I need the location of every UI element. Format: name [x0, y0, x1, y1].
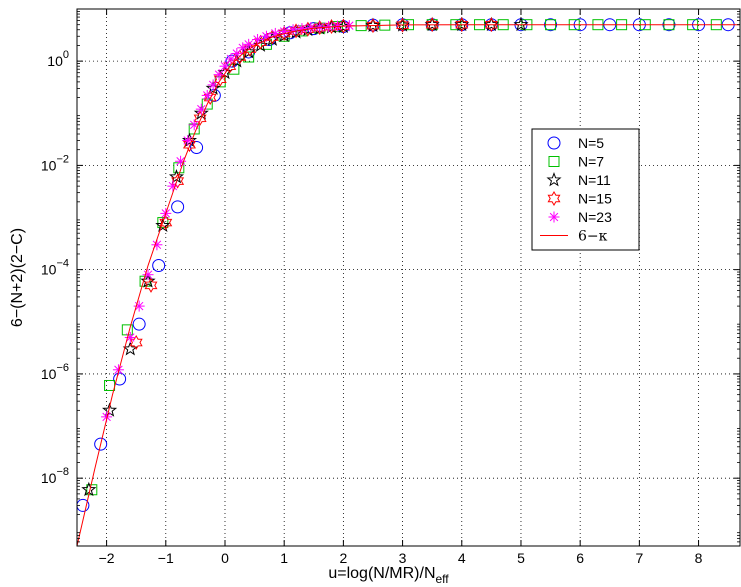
data-point: [181, 132, 198, 147]
legend-marker: [547, 191, 561, 206]
legend-marker: [546, 172, 562, 187]
legend-label: N=7: [578, 154, 604, 170]
data-point: [155, 217, 171, 233]
legend-box: [531, 128, 640, 251]
data-point: [157, 217, 169, 229]
data-point: [287, 24, 299, 36]
x-tick-label: 0: [221, 550, 229, 566]
data-point: [94, 437, 108, 451]
x-axis-label-main: u=log(N/MR)/N: [328, 565, 435, 582]
legend-label: N=11: [578, 172, 611, 188]
data-point: [203, 90, 217, 106]
x-tick-label: 1: [280, 550, 288, 566]
data-point: [102, 402, 118, 417]
legend-label: N=15: [578, 191, 612, 207]
x-tick-label: −1: [158, 550, 174, 566]
x-tick-label: −2: [99, 550, 115, 566]
data-point: [205, 80, 221, 95]
data-point: [513, 16, 529, 32]
x-axis-label: u=log(N/MR)/Neff: [328, 565, 449, 586]
data-point: [140, 273, 156, 288]
data-point: [252, 33, 264, 45]
legend-label: N=5: [578, 135, 604, 151]
y-tick-label-exponent: −4: [56, 258, 69, 270]
data-point: [132, 317, 146, 331]
data-point: [168, 169, 185, 184]
data-point: [113, 372, 127, 386]
data-point: [219, 60, 231, 72]
data-point: [241, 44, 257, 59]
legend-marker: [548, 211, 560, 223]
x-tick-label: 3: [399, 550, 407, 566]
x-tick-label: 4: [458, 550, 466, 566]
axis-ticks: [77, 9, 740, 547]
data-point: [193, 105, 209, 120]
data-point: [152, 259, 166, 273]
data-point: [366, 18, 380, 34]
x-tick-label: 6: [576, 550, 584, 566]
legend-label: 6−κ: [578, 229, 608, 245]
y-tick-label-base: 10: [41, 366, 57, 382]
data-point: [182, 137, 196, 153]
data-point: [175, 155, 187, 167]
y-tick-label-exponent: −8: [56, 466, 69, 478]
y-tick-label: 10−4: [41, 258, 69, 278]
data-point: [159, 215, 173, 231]
y-axis-label: 6−(N+2)(2−C): [9, 228, 26, 327]
data-point: [237, 42, 249, 54]
data-point: [296, 23, 308, 35]
legend-marker: [548, 156, 560, 167]
x-tick-label: 8: [695, 550, 703, 566]
y-tick-label: 10−8: [41, 466, 69, 486]
legend: N=5 N=7 N=11 N=15 N=23 6−κ: [531, 128, 640, 251]
data-point: [144, 277, 158, 293]
legend-label: N=23: [578, 209, 612, 225]
y-tick-label: 10−6: [41, 362, 69, 382]
x-tick-label: 7: [635, 550, 643, 566]
x-tick-label: 2: [339, 550, 347, 566]
data-point: [314, 21, 326, 33]
x-axis-label-subscript: eff: [436, 572, 450, 586]
y-tick-label-exponent: −6: [56, 362, 69, 374]
data-point: [425, 17, 439, 33]
y-tick-label: 10−2: [41, 153, 69, 173]
curve-group: [77, 24, 740, 546]
y-tick-label-base: 10: [41, 157, 57, 173]
data-point: [278, 26, 290, 38]
data-point: [167, 180, 179, 192]
data-point: [455, 17, 469, 33]
y-tick-label-exponent: 0: [63, 49, 69, 61]
y-tick-label-base: 10: [47, 53, 63, 69]
y-tick-label-exponent: −2: [56, 153, 69, 165]
y-tick-label-base: 10: [41, 262, 57, 278]
plot-area: [77, 16, 740, 546]
y-tick-label: 100: [47, 49, 69, 69]
data-point: [77, 498, 90, 512]
data-point: [223, 58, 237, 74]
data-point: [484, 17, 498, 33]
data-point: [190, 141, 204, 155]
data-point: [396, 17, 410, 33]
data-point: [305, 22, 317, 34]
y-tick-label-base: 10: [41, 470, 57, 486]
data-point: [201, 89, 213, 101]
theory-curve-line: [77, 24, 740, 546]
data-point: [213, 71, 227, 87]
data-point: [243, 38, 255, 50]
data-point: [142, 269, 154, 281]
data-point: [217, 64, 233, 80]
data-point: [171, 200, 185, 214]
data-point: [124, 331, 136, 343]
grid: [77, 9, 740, 546]
legend-marker: [547, 136, 561, 150]
data-point: [193, 110, 207, 126]
data-point: [213, 69, 225, 81]
data-point: [81, 481, 97, 497]
x-tick-label: 5: [517, 550, 525, 566]
data-point: [171, 173, 185, 189]
